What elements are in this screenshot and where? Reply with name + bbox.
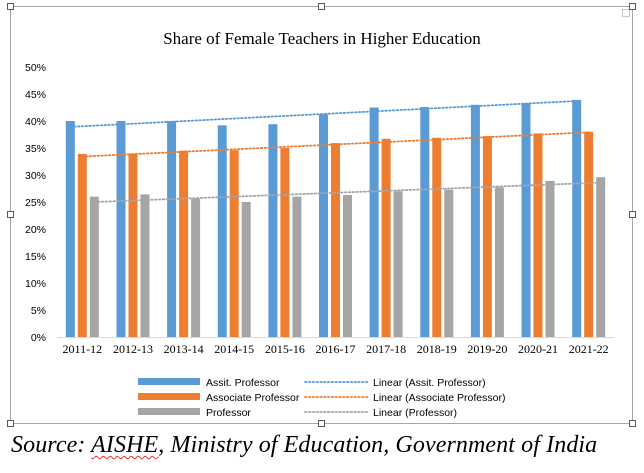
bar-associate [229,150,239,337]
bar-associate [584,131,594,337]
resize-handle-top-right[interactable] [629,3,636,10]
bar-professor [191,198,201,337]
bar-professor [596,177,606,337]
chart-svg: Share of Female Teachers in Higher Educa… [25,29,614,419]
bar-associate [128,153,138,337]
x-tick-label: 2011-12 [63,342,103,356]
source-prefix: Source: [11,432,92,458]
bar-assit [319,114,328,337]
legend-trend-label: Linear (Associate Professor) [373,392,505,404]
resize-handle-bottom-right[interactable] [629,420,636,427]
bar-associate [381,138,391,337]
trendline-professor [93,181,602,203]
bar-assit [268,124,278,337]
source-suffix: , Ministry of Education, Government of I… [158,432,598,458]
bar-associate [331,143,340,337]
legend-trend-label: Linear (Professor) [373,407,457,419]
legend-swatch [138,393,200,400]
bar-assit [470,104,480,337]
bar-professor [343,195,352,337]
legend-label: Assit. Professor [206,377,280,389]
bar-assit [420,107,430,337]
bar-associate [280,148,290,337]
bar-professor [545,180,555,337]
x-tick-label: 2012-13 [113,342,153,356]
y-tick-label: 20% [25,224,46,236]
y-tick-label: 0% [31,332,46,344]
bar-assit [167,121,177,337]
bar-professor [292,196,302,337]
bar-associate [432,137,442,337]
bar-professor [140,194,150,337]
bar-professor [241,202,251,337]
y-tick-label: 40% [25,116,46,128]
source-org: AISHE [91,432,159,458]
bar-assit [369,107,379,337]
x-tick-label: 2015-16 [265,342,305,356]
x-tick-label: 2018-19 [417,342,457,356]
resize-handle-middle-left[interactable] [7,211,14,218]
x-tick-label: 2021-22 [569,342,609,356]
legend-trend-label: Linear (Assit. Professor) [373,377,486,389]
chart-title: Share of Female Teachers in Higher Educa… [163,29,481,48]
x-tick-label: 2014-15 [214,342,254,356]
bar-assit [521,103,531,337]
legend-swatch [138,408,200,415]
x-tick-label: 2017-18 [366,342,406,356]
y-tick-label: 25% [25,197,46,209]
trendline-assit [69,100,578,128]
bar-professor [444,189,454,337]
bar-associate [179,150,189,337]
y-tick-label: 5% [31,305,46,317]
resize-handle-bottom-left[interactable] [7,420,14,427]
bar-assit [116,121,126,337]
y-tick-label: 50% [25,62,46,74]
x-tick-label: 2016-17 [316,342,356,356]
y-tick-label: 35% [25,143,46,155]
bar-professor [494,187,504,337]
resize-handle-bottom-middle[interactable] [318,420,325,427]
y-tick-label: 15% [25,251,46,263]
bar-assit [217,125,227,337]
bar-professor [393,191,403,337]
chart-area[interactable]: Share of Female Teachers in Higher Educa… [10,6,633,424]
chart-corner-mark [622,9,630,17]
y-tick-label: 45% [25,89,46,101]
resize-handle-top-left[interactable] [7,3,14,10]
legend-label: Professor [206,407,251,419]
x-tick-label: 2020-21 [518,342,558,356]
resize-handle-middle-right[interactable] [629,211,636,218]
x-tick-label: 2019-20 [467,342,507,356]
trendline-associate [81,131,590,158]
bar-assit [65,121,75,337]
bar-associate [77,153,87,337]
bar-professor [89,196,99,337]
bar-assit [572,99,582,338]
resize-handle-top-middle[interactable] [318,3,325,10]
x-tick-label: 2013-14 [164,342,204,356]
source-note: Source: AISHE, Ministry of Education, Go… [11,432,597,459]
bar-associate [482,136,492,337]
legend-swatch [138,378,200,385]
y-tick-label: 30% [25,170,46,182]
bar-associate [533,133,543,337]
y-tick-label: 10% [25,278,46,290]
legend-label: Associate Professor [206,392,300,404]
